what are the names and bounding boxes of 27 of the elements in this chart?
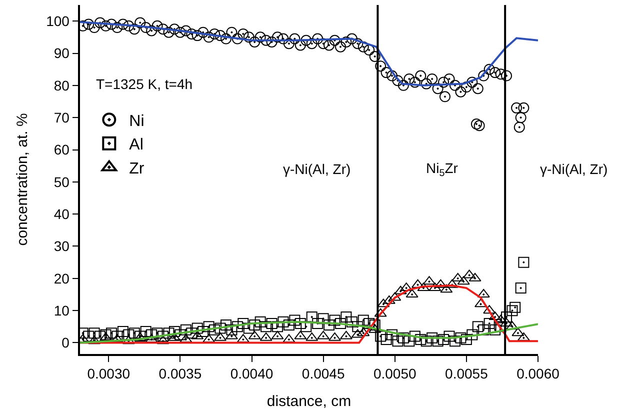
x-axis-title: distance, cm [266, 393, 352, 410]
y-tick-label: 70 [54, 109, 70, 126]
y-tick-label: 90 [54, 45, 70, 62]
x-tick-label: 0.0040 [230, 366, 274, 382]
y-tick-label: 0 [62, 334, 70, 351]
annotation: T=1325 K, t=4h [96, 76, 193, 92]
x-tick-label: 0.0030 [87, 366, 130, 382]
x-tick-label: 0.0060 [516, 366, 560, 382]
x-tick-label: 0.0050 [373, 366, 416, 382]
text: γ-Ni(Al, Zr) [540, 161, 608, 177]
y-tick-label: 40 [54, 206, 70, 222]
y-tick-label: 80 [54, 77, 70, 94]
y-tick-label: 30 [54, 238, 70, 254]
y-axis-title: concentration, at. % [14, 113, 31, 246]
x-tick-label: 0.0035 [158, 366, 202, 382]
x-tick-label: 0.0055 [445, 366, 488, 382]
legend-label: Zr [129, 160, 145, 178]
legend-label: Ni [129, 112, 144, 130]
y-tick-label: 50 [54, 174, 70, 190]
annotation: Ni$_{5}$Zr [426, 160, 458, 179]
y-tick-label: 20 [54, 270, 70, 286]
y-tick-label: 10 [54, 302, 70, 318]
y-tick-label: 100 [46, 12, 70, 29]
y-tick-label: 60 [54, 142, 70, 158]
x-tick-label: 0.0045 [302, 366, 345, 382]
annotation: γ-Ni(Al, Zr) [283, 161, 351, 177]
legend-label: Al [129, 136, 144, 154]
